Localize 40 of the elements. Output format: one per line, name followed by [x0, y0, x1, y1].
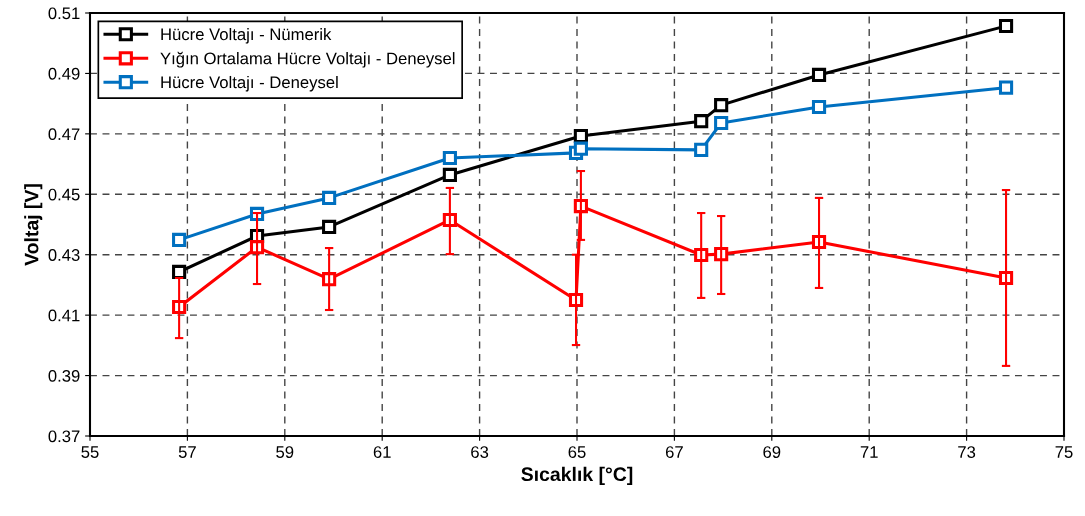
point: [442, 167, 457, 183]
point: [322, 219, 337, 234]
point: [573, 128, 588, 144]
x-tick-label: 71: [860, 446, 878, 458]
y-axis-title: Voltaj [V]: [24, 184, 43, 266]
x-axis-title: Sıcaklık [°C]: [521, 466, 633, 485]
x-tick-label: 63: [471, 446, 489, 458]
point: [998, 18, 1014, 34]
point: [172, 264, 187, 280]
y-tick-label: 0.51: [48, 7, 80, 20]
point: [694, 142, 709, 157]
y-tick-label: 0.37: [48, 430, 80, 443]
y-tick-label: 0.43: [48, 249, 80, 261]
y-tick-label: 0.49: [48, 67, 80, 80]
point: [442, 150, 457, 166]
y-tick-label: 0.47: [48, 128, 80, 141]
x-tick-label: 61: [373, 446, 391, 458]
y-tick-label: 0.39: [48, 369, 80, 382]
point: [811, 99, 827, 115]
point: [322, 190, 337, 205]
point: [694, 114, 709, 129]
y-tick-label: 0.41: [48, 309, 80, 322]
x-tick-label: 55: [81, 446, 99, 458]
legend-label: Hücre Voltajı - Nümerik: [161, 28, 332, 44]
legend-label: Hücre Voltajı - Deneysel: [161, 75, 338, 92]
point: [573, 141, 588, 156]
x-tick-label: 59: [276, 446, 294, 458]
point: [714, 115, 729, 131]
point: [172, 232, 187, 247]
y-tick-label: 0.45: [48, 188, 80, 201]
point: [714, 98, 729, 113]
x-tick-label: 75: [1055, 446, 1073, 458]
x-tick-label: 69: [763, 446, 781, 458]
point: [998, 80, 1014, 95]
x-tick-label: 65: [568, 446, 586, 458]
x-tick-label: 73: [958, 446, 976, 458]
legend-label: Yığın Ortalama Hücre Voltajı - Deneysel: [160, 51, 455, 68]
x-tick-label: 57: [178, 446, 196, 458]
x-tick-label: 67: [665, 446, 683, 458]
point: [811, 67, 827, 83]
